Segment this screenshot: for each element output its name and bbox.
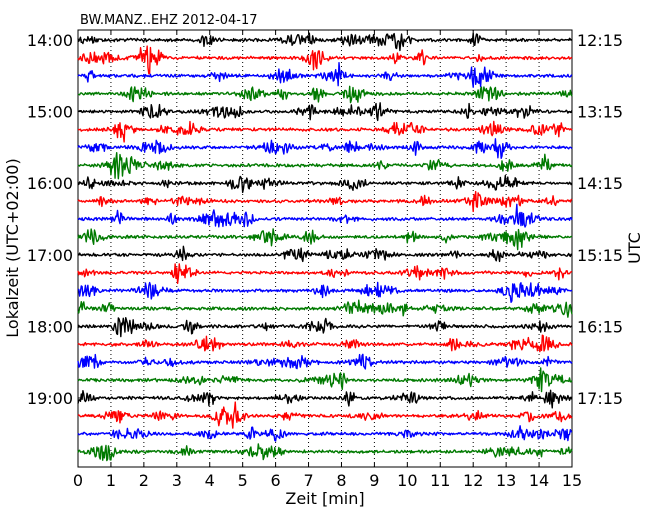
left-tick-label-1500: 15:00 <box>27 103 73 122</box>
x-tick-label-7: 7 <box>303 471 313 490</box>
x-tick-label-12: 12 <box>463 471 483 490</box>
trace-14 <box>77 263 573 285</box>
plot-area-frame <box>77 29 573 468</box>
right-tick-label-1715: 17:15 <box>577 389 623 408</box>
x-tick-label-0: 0 <box>73 471 83 490</box>
x-tick-label-1: 1 <box>106 471 116 490</box>
trace-15 <box>77 281 573 304</box>
trace-11 <box>77 203 573 228</box>
trace-13 <box>77 245 573 263</box>
trace-22 <box>77 401 573 429</box>
trace-18 <box>77 334 573 353</box>
left-tick-label-1900: 19:00 <box>27 389 73 408</box>
left-tick-label-1800: 18:00 <box>27 317 73 336</box>
x-axis-label: Zeit [min] <box>285 489 364 508</box>
trace-17 <box>77 316 573 338</box>
trace-10 <box>77 190 573 213</box>
x-tick-label-4: 4 <box>205 471 215 490</box>
trace-12 <box>77 228 573 251</box>
right-y-axis-ticks: 12:15 13:15 14:15 15:15 16:15 17:15 <box>568 31 623 408</box>
trace-4 <box>77 85 573 104</box>
left-tick-label-1600: 16:00 <box>27 174 73 193</box>
trace-9 <box>77 174 573 194</box>
chart-title: BW.MANZ..EHZ 2012-04-17 <box>80 13 258 28</box>
left-tick-label-1400: 14:00 <box>27 31 73 50</box>
x-tick-label-2: 2 <box>139 471 149 490</box>
right-tick-label-1515: 15:15 <box>577 246 623 265</box>
trace-3 <box>77 62 573 88</box>
right-y-axis-label: UTC <box>625 232 644 264</box>
trace-7 <box>77 138 573 160</box>
x-tick-label-8: 8 <box>336 471 346 490</box>
left-tick-label-1700: 17:00 <box>27 246 73 265</box>
trace-20 <box>77 367 573 393</box>
trace-21 <box>77 389 573 409</box>
vertical-grid-lines <box>110 30 540 467</box>
x-tick-label-13: 13 <box>496 471 516 490</box>
right-tick-label-1215: 12:15 <box>577 31 623 50</box>
left-y-axis-ticks: 14:00 15:00 16:00 17:00 18:00 19:00 <box>27 31 82 408</box>
seismic-traces <box>77 32 573 462</box>
x-tick-label-5: 5 <box>238 471 248 490</box>
right-tick-label-1415: 14:15 <box>577 174 623 193</box>
x-tick-label-10: 10 <box>397 471 417 490</box>
trace-1 <box>77 32 573 52</box>
trace-8 <box>77 151 573 180</box>
x-tick-label-15: 15 <box>562 471 582 490</box>
trace-19 <box>77 353 573 370</box>
x-tick-label-11: 11 <box>430 471 450 490</box>
trace-23 <box>77 425 573 442</box>
trace-16 <box>77 299 573 318</box>
x-axis-ticks: 0 1 2 3 4 5 6 7 8 9 10 11 12 13 14 15 <box>73 30 582 490</box>
trace-2 <box>77 45 573 75</box>
right-tick-label-1315: 13:15 <box>577 103 623 122</box>
trace-6 <box>77 120 573 143</box>
x-tick-label-9: 9 <box>369 471 379 490</box>
left-y-axis-label: Lokalzeit (UTC+02:00) <box>3 158 22 337</box>
trace-5 <box>77 102 573 122</box>
x-tick-label-6: 6 <box>271 471 281 490</box>
trace-24 <box>77 443 573 462</box>
x-tick-label-14: 14 <box>529 471 549 490</box>
x-tick-label-3: 3 <box>172 471 182 490</box>
right-tick-label-1615: 16:15 <box>577 317 623 336</box>
